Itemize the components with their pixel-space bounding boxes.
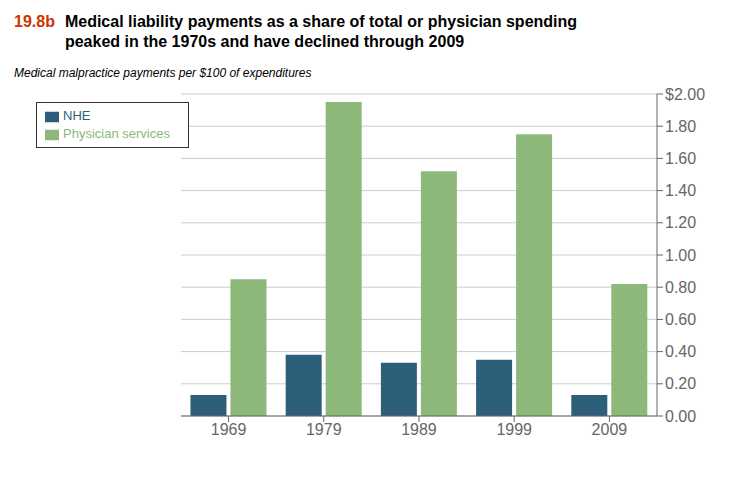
html-text:peaked in the 1970s and have d: peaked in the 1970s and have declined th… bbox=[64, 33, 465, 50]
svg-text:0.00: 0.00 bbox=[665, 408, 696, 425]
svg-text:1979: 1979 bbox=[306, 421, 342, 438]
svg-text:$2.00: $2.00 bbox=[665, 86, 705, 103]
svg-text:1989: 1989 bbox=[401, 421, 437, 438]
svg-text:1.20: 1.20 bbox=[665, 214, 696, 231]
svg-text:2009: 2009 bbox=[592, 421, 628, 438]
svg-text:0.80: 0.80 bbox=[665, 279, 696, 296]
html-text:Physician services: Physician services bbox=[63, 126, 170, 141]
html-text:Medical liability payments as: Medical liability payments as a share of… bbox=[64, 13, 578, 30]
html-text:NHE: NHE bbox=[63, 108, 91, 123]
svg-text:1969: 1969 bbox=[211, 421, 247, 438]
svg-text:0.40: 0.40 bbox=[665, 343, 696, 360]
html-text:Medical malpractice payments p: Medical malpractice payments per $100 of… bbox=[14, 66, 312, 80]
svg-text:1.60: 1.60 bbox=[665, 150, 696, 167]
html-text:19.8b: 19.8b bbox=[14, 13, 55, 30]
svg-text:1.40: 1.40 bbox=[665, 182, 696, 199]
svg-text:0.60: 0.60 bbox=[665, 311, 696, 328]
svg-text:1999: 1999 bbox=[496, 421, 532, 438]
svg-text:0.20: 0.20 bbox=[665, 375, 696, 392]
svg-text:1.80: 1.80 bbox=[665, 118, 696, 135]
svg-text:1.00: 1.00 bbox=[665, 247, 696, 264]
